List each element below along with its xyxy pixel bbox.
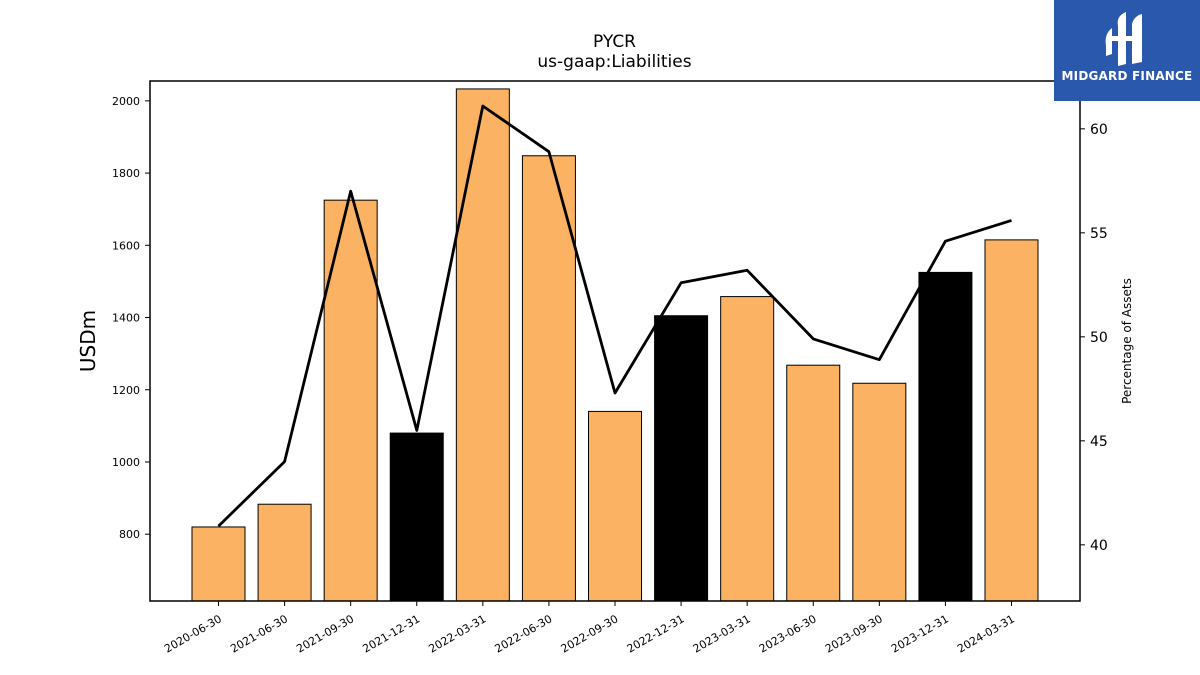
- y2-tick-label: 60: [1090, 122, 1108, 138]
- bar: [389, 432, 444, 602]
- y-tick-label: 800: [119, 528, 140, 541]
- y-tick-label: 1400: [112, 312, 140, 325]
- x-tick-label: 2022-12-31: [625, 612, 687, 655]
- x-tick-label: 2024-03-31: [955, 612, 1017, 655]
- x-tick-label: 2023-06-30: [757, 612, 819, 655]
- x-tick-label: 2022-06-30: [493, 612, 555, 655]
- bar: [191, 526, 246, 602]
- bar: [984, 239, 1039, 602]
- y2-tick-label: 55: [1090, 226, 1108, 242]
- x-tick-label: 2021-09-30: [294, 612, 356, 655]
- bar: [588, 410, 642, 602]
- x-tick-label: 2021-12-31: [360, 612, 422, 655]
- bar: [786, 364, 841, 602]
- x-tick-label: 2023-03-31: [691, 612, 753, 655]
- bar: [521, 155, 576, 602]
- logo-mark-icon: [1105, 12, 1142, 66]
- bar: [654, 315, 709, 602]
- x-tick-label: 2023-12-31: [889, 612, 951, 655]
- y-tick-label: 1000: [112, 456, 140, 469]
- percentage-line: [217, 104, 1012, 528]
- x-tick-label: 2022-09-30: [559, 612, 621, 655]
- logo-text: MIDGARD FINANCE: [1061, 69, 1193, 83]
- y2-tick-label: 45: [1090, 434, 1108, 450]
- y-tick-label: 2000: [112, 95, 140, 108]
- x-tick-label: 2022-03-31: [426, 612, 488, 655]
- bar: [720, 296, 775, 602]
- chart-title: PYCR: [592, 32, 636, 52]
- bar: [257, 503, 312, 602]
- chart-subtitle: us-gaap:Liabilities: [537, 52, 692, 72]
- y-tick-label: 1600: [112, 239, 140, 252]
- bar: [918, 271, 973, 602]
- y-tick-label: 1200: [112, 384, 140, 397]
- y2-axis-label: Percentage of Assets: [1120, 278, 1134, 404]
- y2-tick-label: 40: [1090, 538, 1108, 554]
- bar: [852, 382, 907, 602]
- x-tick-label: 2023-09-30: [823, 612, 885, 655]
- x-tick-label: 2021-06-30: [228, 612, 290, 655]
- y-axis-label: USDm: [76, 310, 100, 372]
- x-tick-label: 2020-06-30: [162, 612, 224, 655]
- midgard-finance-logo: MIDGARD FINANCE: [1054, 0, 1200, 101]
- y2-tick-label: 50: [1090, 330, 1108, 346]
- bar: [455, 88, 510, 602]
- y-tick-label: 1800: [112, 167, 140, 180]
